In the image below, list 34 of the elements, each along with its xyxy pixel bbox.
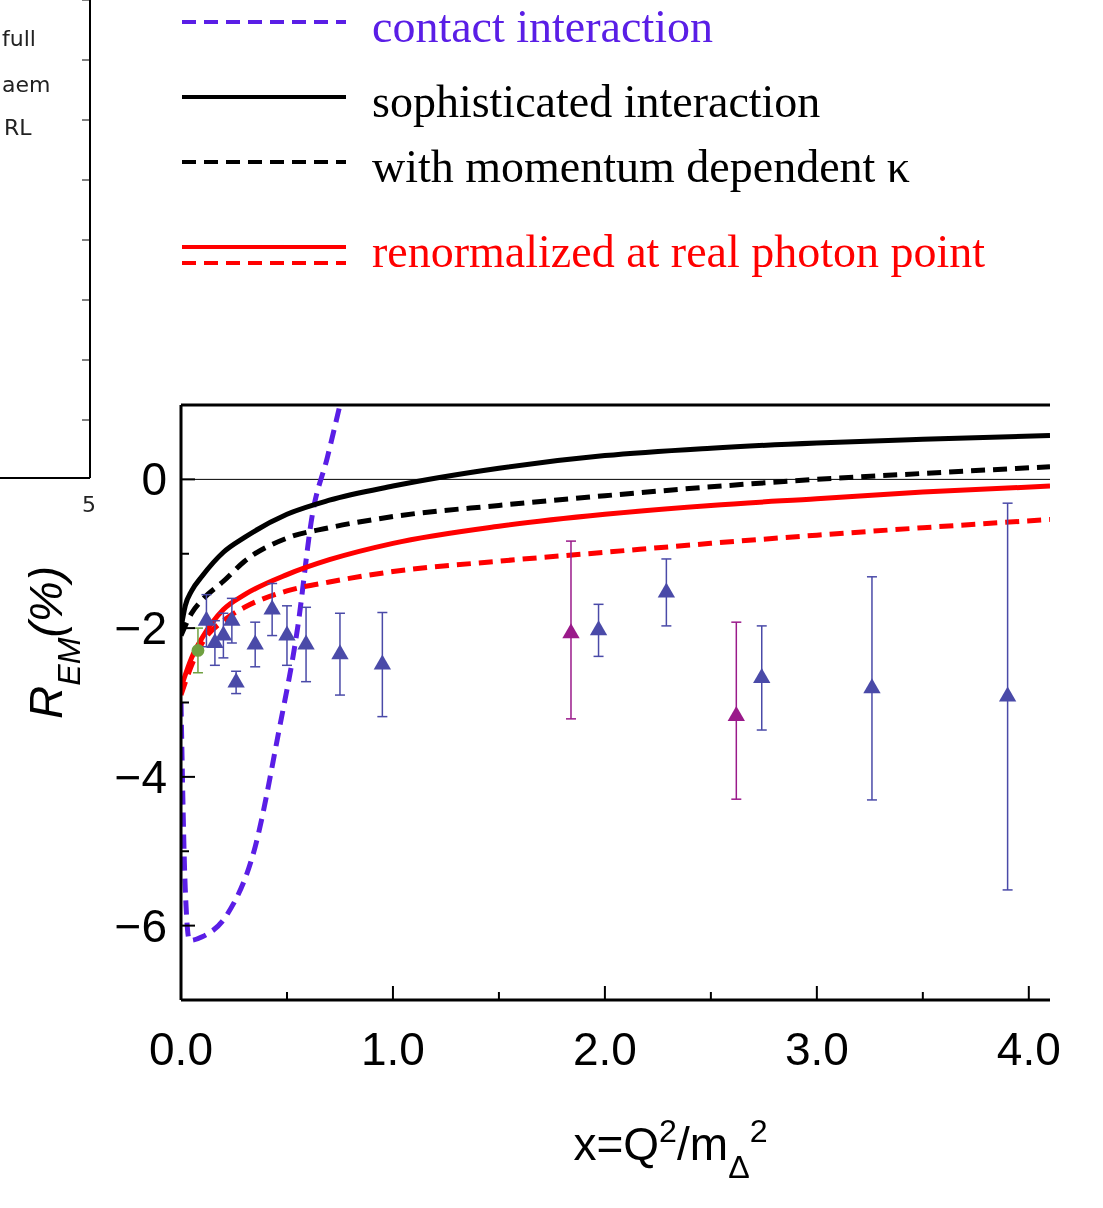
point [373,654,392,670]
point [246,634,264,650]
legend-label: with momentum dependent κ [372,141,911,192]
point [753,667,771,683]
y-tick-label: −2 [114,602,167,655]
x-tick-label: 3.0 [784,1023,849,1075]
point [998,686,1017,702]
legend-label: renormalized at real photon point [372,226,986,277]
point [589,620,608,636]
point [657,582,676,598]
point [206,633,224,648]
x-tick-label: 0.0 [149,1023,213,1075]
text: RL [4,115,33,140]
legend-label: contact interaction [372,1,714,52]
y-tick-label: 0 [141,453,167,506]
point [263,599,281,615]
y-tick-label: −6 [114,899,167,952]
point [297,634,315,650]
point [562,623,580,639]
text: full [2,26,36,51]
point [331,644,349,660]
point [727,705,745,721]
text: 5 [82,492,96,517]
y-tick-label: −4 [114,750,167,803]
point [197,610,216,626]
x-tick-label: 2.0 [572,1023,637,1075]
text: aem [2,72,51,97]
point [278,625,296,641]
point [227,672,245,688]
x-tick-label: 4.0 [996,1023,1061,1075]
x-tick-label: 1.0 [360,1023,425,1075]
legend-label: sophisticated interaction [372,76,821,127]
point [223,610,241,626]
point [863,678,881,694]
